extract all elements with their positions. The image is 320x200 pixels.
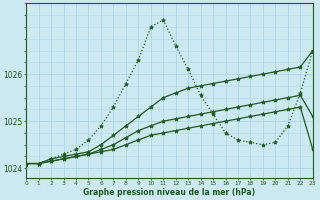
X-axis label: Graphe pression niveau de la mer (hPa): Graphe pression niveau de la mer (hPa) <box>84 188 256 197</box>
